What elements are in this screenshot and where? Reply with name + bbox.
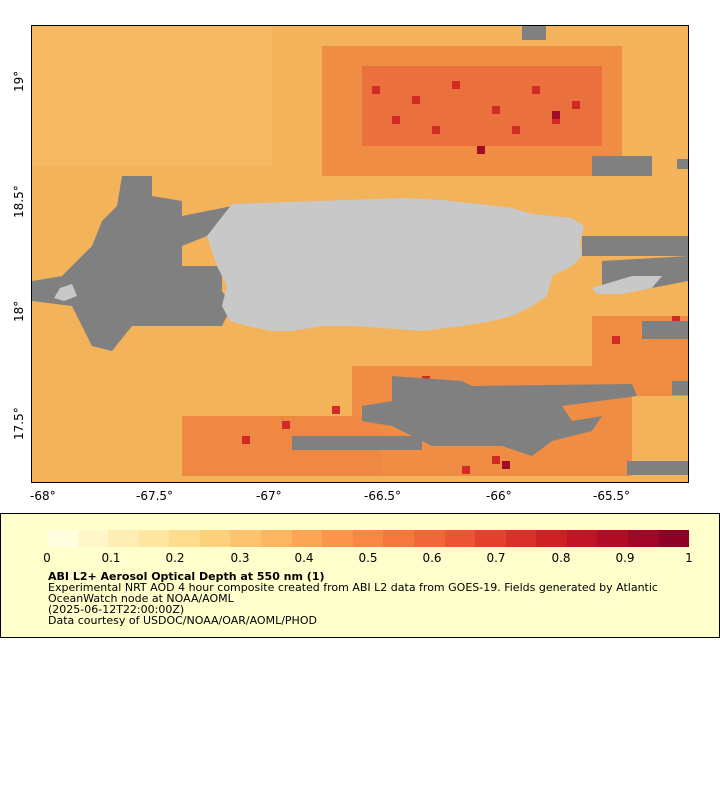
- colorbar-swatch: [322, 530, 353, 547]
- aod-map[interactable]: [31, 25, 689, 483]
- colorbar-label: 0.1: [101, 551, 121, 565]
- colorbar-swatch: [261, 530, 292, 547]
- colorbar-swatch: [352, 530, 384, 547]
- aod-raster-map: [32, 26, 688, 482]
- colorbar-swatch: [138, 530, 170, 547]
- land: [54, 198, 662, 331]
- legend-credit: Data courtesy of USDOC/NOAA/OAR/AOML/PHO…: [48, 614, 317, 627]
- colorbar-label: 0.4: [294, 551, 314, 565]
- mona-island: [54, 284, 77, 301]
- colorbar-swatch: [627, 530, 659, 547]
- legend-panel: 0 0.1 0.2 0.3 0.4 0.5 0.6 0.7 0.8 0.9 1 …: [0, 513, 720, 638]
- colorbar-label: 0.9: [615, 551, 635, 565]
- legend-description: ABI L2+ Aerosol Optical Depth at 550 nm …: [48, 571, 708, 626]
- legend-title: ABI L2+ Aerosol Optical Depth at 550 nm …: [48, 570, 325, 583]
- colorbar-swatch: [536, 530, 567, 547]
- legend-line: Experimental NRT AOD 4 hour composite cr…: [48, 581, 658, 594]
- colorbar-swatch: [169, 530, 200, 547]
- colorbar-swatch: [413, 530, 445, 547]
- colorbar-swatch: [199, 530, 231, 547]
- colorbar-swatch: [505, 530, 537, 547]
- no-data-regions: [32, 26, 688, 475]
- aod-warm-patches: [32, 26, 688, 476]
- colorbar-swatch: [658, 530, 690, 547]
- colorbar-swatch: [597, 530, 628, 547]
- colorbar-label: 1: [685, 551, 693, 565]
- colorbar-swatch: [47, 530, 78, 547]
- y-tick-label: 17.5°: [12, 407, 26, 440]
- colorbar-swatch: [291, 530, 323, 547]
- x-tick-label: -68°: [30, 489, 56, 503]
- colorbar-label: 0.7: [486, 551, 506, 565]
- legend-line: OceanWatch node at NOAA/AOML: [48, 592, 234, 605]
- colorbar-label: 0.5: [358, 551, 378, 565]
- colorbar-swatch: [444, 530, 476, 547]
- colorbar-swatch: [566, 530, 598, 547]
- aod-colorbar: [47, 530, 690, 547]
- colorbar-swatch: [475, 530, 506, 547]
- colorbar-label: 0: [43, 551, 51, 565]
- colorbar-label: 0.6: [422, 551, 442, 565]
- colorbar-label: 0.3: [230, 551, 250, 565]
- y-tick-label: 19°: [12, 70, 26, 92]
- colorbar-label: 0.2: [165, 551, 185, 565]
- colorbar-swatch: [383, 530, 414, 547]
- vieques-island: [592, 276, 662, 294]
- colorbar-swatch: [77, 530, 109, 547]
- x-tick-label: -66°: [486, 489, 512, 503]
- y-tick-label: 18°: [12, 300, 26, 322]
- x-tick-label: -65.5°: [593, 489, 631, 503]
- legend-timestamp: (2025-06-12T22:00:00Z): [48, 603, 185, 616]
- y-tick-label: 18.5°: [12, 185, 26, 218]
- colorbar-swatch: [230, 530, 262, 547]
- colorbar-swatch: [108, 530, 139, 547]
- x-tick-label: -67.5°: [136, 489, 174, 503]
- x-tick-label: -66.5°: [364, 489, 402, 503]
- x-tick-label: -67°: [256, 489, 282, 503]
- colorbar-label: 0.8: [551, 551, 571, 565]
